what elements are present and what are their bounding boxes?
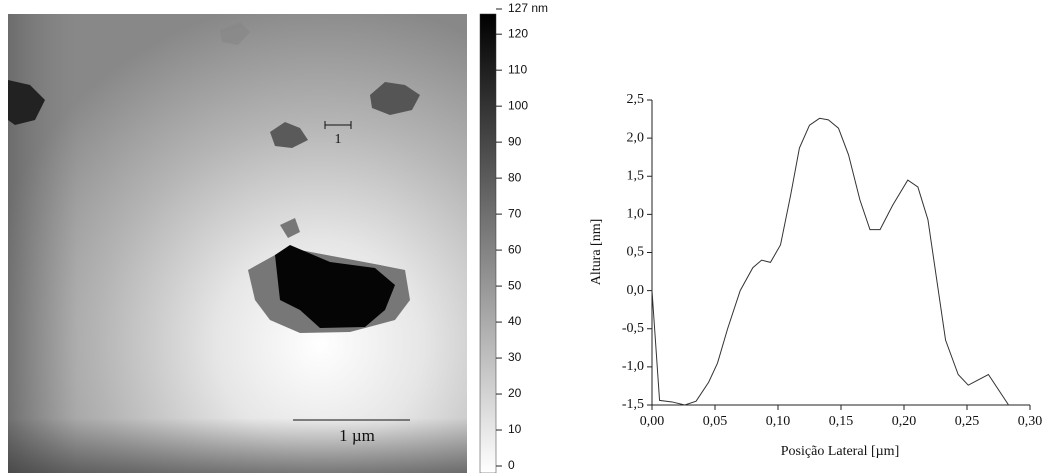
y-tick-label: -0,5 [622, 321, 644, 336]
x-tick-label: 0,05 [703, 414, 728, 429]
profile-label: 1 [335, 132, 342, 147]
colorbar-tick-label: 90 [508, 134, 522, 148]
y-tick-label: 2,5 [627, 92, 645, 107]
x-axis-label: Posição Lateral [µm] [781, 444, 899, 459]
y-tick-label: 0,0 [627, 283, 645, 298]
y-tick-label: 0,5 [627, 245, 645, 260]
colorbar-tick-label: 30 [508, 350, 522, 364]
colorbar [479, 13, 497, 473]
afm-image [8, 14, 467, 473]
x-tick-label: 0,20 [892, 414, 917, 429]
colorbar-tick-label: 110 [508, 62, 527, 76]
colorbar-tick-label: 50 [508, 278, 522, 292]
x-tick-label: 0,25 [955, 414, 980, 429]
colorbar-tick-label: 10 [508, 422, 522, 436]
y-tick-label: -1,0 [622, 359, 644, 374]
colorbar-tick-label: 70 [508, 206, 522, 220]
profile-line [651, 117, 1009, 406]
colorbar-tick-label: 20 [508, 386, 522, 400]
y-axis-label: Altura [nm] [589, 219, 604, 285]
y-tick-label: 1,5 [627, 168, 645, 183]
x-tick-label: 0,00 [640, 414, 665, 429]
colorbar-tick-label: 40 [508, 314, 522, 328]
x-tick-label: 0,15 [829, 414, 854, 429]
colorbar-tick-label: 100 [508, 98, 528, 112]
x-tick-label: 0,10 [766, 414, 791, 429]
colorbar-tick-label: 120 [508, 26, 528, 40]
x-tick-label: 0,30 [1018, 414, 1043, 429]
y-tick-label: -1,5 [622, 397, 644, 412]
scale-bar-label: 1 µm [339, 426, 375, 445]
colorbar-tick-label: 60 [508, 242, 522, 256]
y-tick-label: 2,0 [627, 130, 645, 145]
colorbar-tick-label: 127 nm [508, 1, 548, 15]
y-tick-label: 1,0 [627, 207, 645, 222]
colorbar-tick-label: 0 [508, 458, 515, 472]
colorbar-tick-label: 80 [508, 170, 522, 184]
